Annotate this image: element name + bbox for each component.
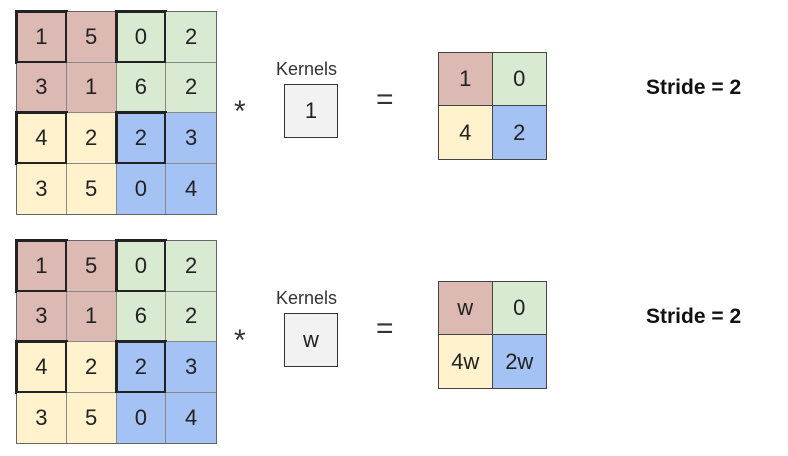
output-cell: 4w [439, 335, 493, 388]
input-cell: 1 [66, 291, 117, 342]
input-cell: 3 [166, 342, 216, 393]
input-cell: 0 [114, 239, 167, 292]
input-cell: 3 [17, 291, 67, 342]
input-cell: 2 [166, 62, 216, 113]
input-cell: 5 [66, 241, 117, 292]
input-matrix: 1 5 0 2 3 1 6 2 4 2 2 3 3 5 0 4 [15, 239, 217, 444]
input-cell: 2 [166, 241, 216, 292]
output-matrix: 1 0 4 2 [438, 52, 547, 160]
input-cell: 0 [114, 10, 167, 63]
input-cell: 6 [116, 62, 167, 113]
output-cell: 4 [439, 106, 493, 159]
input-cell: 3 [166, 113, 216, 164]
kernel-box: 1 [284, 84, 338, 138]
equals-sign: = [376, 312, 394, 345]
convolution-panel-ones-kernel: 1 5 0 2 3 1 6 2 4 2 2 3 3 5 0 4 * Kernel… [0, 0, 788, 227]
output-cell: 0 [492, 282, 546, 335]
equals-sign: = [376, 83, 394, 116]
input-cell: 2 [66, 113, 117, 164]
input-cell: 2 [114, 111, 167, 164]
input-cell: 5 [66, 12, 117, 63]
input-cell: 5 [66, 392, 117, 443]
input-cell: 2 [114, 340, 167, 393]
input-cell: 0 [116, 392, 167, 443]
input-cell: 6 [116, 291, 167, 342]
input-cell: 1 [15, 10, 68, 63]
input-cell: 2 [166, 12, 216, 63]
input-cell: 4 [166, 392, 216, 443]
kernel-label: Kernels [276, 59, 338, 79]
output-cell: 0 [492, 53, 546, 106]
input-matrix: 1 5 0 2 3 1 6 2 4 2 2 3 3 5 0 4 [15, 10, 217, 215]
output-cell: w [439, 282, 493, 335]
stride-label: Stride = 2 [646, 76, 742, 99]
kernel-label: Kernels [276, 288, 338, 308]
input-cell: 0 [116, 163, 167, 214]
input-cell: 2 [66, 342, 117, 393]
input-cell: 3 [17, 62, 67, 113]
input-cell: 2 [166, 291, 216, 342]
input-cell: 3 [17, 392, 67, 443]
input-cell: 3 [17, 163, 67, 214]
stride-label: Stride = 2 [646, 305, 742, 328]
input-cell: 4 [166, 163, 216, 214]
input-cell: 1 [15, 239, 68, 292]
input-cell: 1 [66, 62, 117, 113]
output-cell: 2 [492, 106, 546, 159]
convolution-operator: * [234, 324, 246, 357]
input-cell: 5 [66, 163, 117, 214]
kernel-box: w [284, 313, 338, 367]
input-cell: 4 [15, 340, 68, 393]
output-cell: 2w [492, 335, 546, 388]
output-matrix: w 0 4w 2w [438, 281, 547, 389]
output-cell: 1 [439, 53, 493, 106]
input-cell: 4 [15, 111, 68, 164]
convolution-operator: * [234, 95, 246, 128]
convolution-panel-weight-kernel: 1 5 0 2 3 1 6 2 4 2 2 3 3 5 0 4 * Kernel… [0, 229, 788, 456]
